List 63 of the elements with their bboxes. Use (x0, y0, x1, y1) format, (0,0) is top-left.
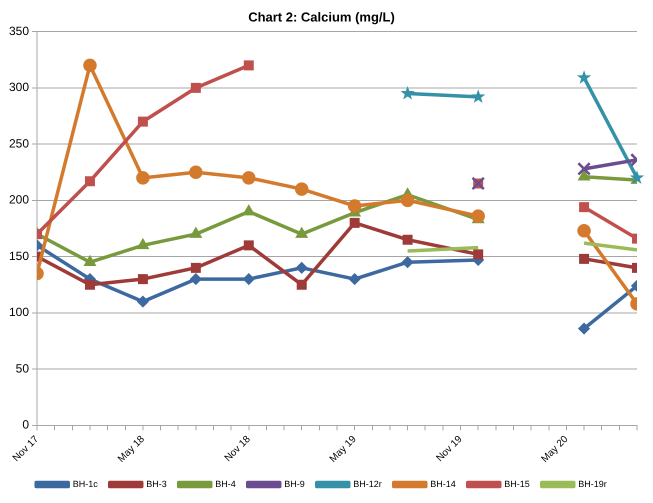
legend-label: BH-15 (504, 478, 530, 489)
point (294, 182, 308, 196)
point (402, 256, 414, 268)
point (577, 224, 591, 238)
point (296, 280, 307, 290)
point (296, 262, 308, 274)
y-tick-label: 50 (16, 361, 30, 376)
point (190, 262, 201, 273)
point (190, 227, 202, 238)
legend-label: BH-14 (430, 478, 456, 489)
y-tick-label: 350 (8, 24, 30, 38)
point (243, 273, 255, 285)
legend-label: BH-1c (72, 478, 98, 489)
point (471, 209, 485, 223)
point (242, 171, 256, 185)
point (84, 176, 95, 186)
point (189, 165, 203, 179)
point (84, 280, 95, 290)
y-tick-label: 100 (8, 305, 30, 320)
x-tick-label: May 18 (116, 434, 148, 465)
point (576, 70, 592, 84)
point (296, 227, 308, 238)
point (242, 204, 255, 216)
point (136, 238, 149, 250)
chart-title: Chart 2: Calcium (mg/L) (248, 9, 395, 24)
legend-label: BH-3 (146, 478, 167, 489)
y-tick-label: 250 (8, 136, 30, 150)
point (83, 58, 97, 72)
point (136, 171, 150, 185)
legend-label: BH-12r (353, 478, 382, 489)
point (190, 273, 202, 285)
y-tick-label: 200 (8, 192, 30, 207)
point (579, 202, 590, 212)
point (578, 170, 590, 180)
point (244, 60, 254, 70)
point (578, 322, 590, 334)
y-tick-label: 0 (22, 418, 30, 432)
legend-label: BH-4 (215, 478, 236, 489)
point (577, 162, 591, 176)
point (138, 116, 148, 127)
point (138, 274, 148, 284)
point (400, 86, 415, 100)
point (244, 240, 254, 250)
x-tick-label: Nov 17 (10, 434, 42, 464)
legend-label: BH-9 (284, 478, 305, 489)
point (350, 218, 360, 228)
x-tick-label: Nov 18 (222, 434, 254, 464)
point (579, 254, 590, 264)
point (190, 82, 201, 93)
point (348, 273, 360, 285)
y-tick-label: 300 (8, 80, 30, 94)
x-tick-label: May 19 (328, 434, 360, 465)
point (630, 170, 644, 184)
point (471, 89, 486, 103)
point (473, 249, 484, 260)
point (402, 234, 413, 245)
y-tick-label: 150 (8, 248, 30, 263)
x-tick-label: May 20 (540, 434, 571, 465)
point (400, 194, 414, 208)
point (348, 199, 362, 213)
legend-label: BH-19r (578, 478, 607, 489)
point (137, 296, 149, 308)
x-tick-label: Nov 19 (434, 434, 465, 464)
